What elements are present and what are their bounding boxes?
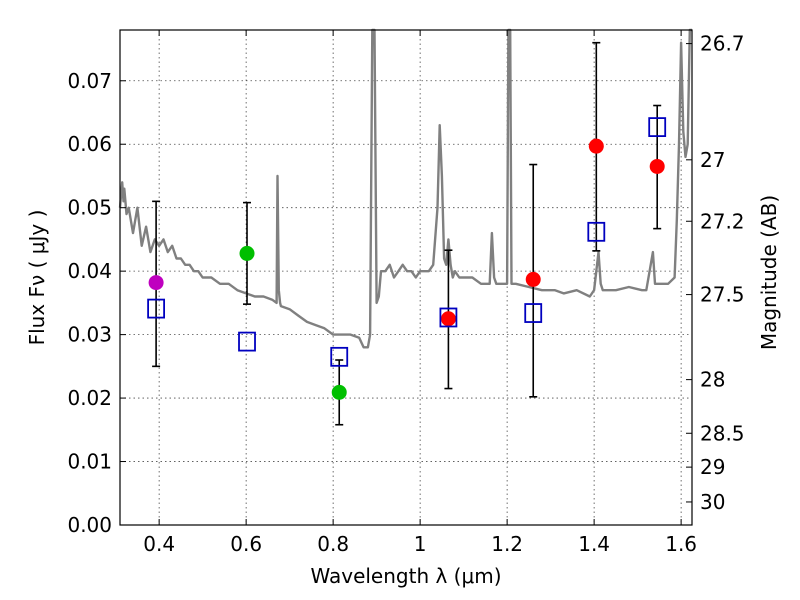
- x-tick-label: 1.2: [491, 532, 523, 556]
- model-spectrum-layer: [118, 28, 692, 349]
- x-tick-label: 0.6: [230, 532, 262, 556]
- model-photometry-point: [147, 298, 166, 319]
- observed-point: [239, 245, 255, 261]
- observed-point: [331, 384, 347, 400]
- plot-frame: [119, 29, 693, 526]
- y-axis-label-right: Magnitude (AB): [757, 195, 781, 350]
- x-tick-label: 1.4: [578, 532, 610, 556]
- x-tick-label: 0.4: [143, 532, 175, 556]
- observed-point: [440, 311, 456, 327]
- x-tick-label: 1: [414, 532, 427, 556]
- observed-point: [588, 138, 604, 154]
- y-tick-label: 0.04: [67, 259, 112, 283]
- observed-point: [148, 275, 164, 291]
- model-photometry-point: [439, 307, 458, 328]
- y-tick-label: 0.00: [67, 513, 112, 537]
- y-tick-label: 0.02: [67, 386, 112, 410]
- mag-tick-label: 27.2: [700, 209, 745, 233]
- y-tick-label: 0.06: [67, 132, 112, 156]
- observed-point: [525, 271, 541, 287]
- y-tick-label: 0.07: [67, 69, 112, 93]
- model-photometry-point: [648, 117, 667, 137]
- y-tick-label: 0.03: [67, 323, 112, 347]
- y-tick-label: 0.05: [67, 196, 112, 220]
- mag-tick-label: 28: [700, 368, 725, 392]
- model-photometry-point: [330, 346, 349, 367]
- mag-tick-label: 30: [700, 490, 725, 514]
- observed-point: [649, 158, 665, 174]
- mag-tick-label: 26.7: [700, 32, 745, 56]
- mag-tick-label: 27.5: [700, 283, 745, 307]
- x-tick-label: 0.8: [317, 532, 349, 556]
- model-photometry-point: [524, 303, 543, 323]
- y-axis-label-left: Flux Fν ( μJy ): [25, 210, 49, 346]
- model-spectrum-line: [118, 28, 692, 349]
- data-points-layer: [147, 41, 667, 426]
- mag-tick-label: 28.5: [700, 421, 745, 445]
- x-axis-label: Wavelength λ (μm): [310, 564, 501, 588]
- axis-ticks: 0.4 0.6 0.8 1 1.2 1.4 1.6 0.00 0.01 0.02 0.03 0.04 0…: [67, 30, 745, 556]
- model-photometry-point: [238, 331, 256, 352]
- model-photometry-point: [587, 221, 606, 242]
- mag-tick-label: 27: [700, 148, 725, 172]
- y-tick-label: 0.01: [67, 450, 112, 474]
- mag-tick-label: 29: [700, 455, 725, 479]
- x-tick-label: 1.6: [665, 532, 697, 556]
